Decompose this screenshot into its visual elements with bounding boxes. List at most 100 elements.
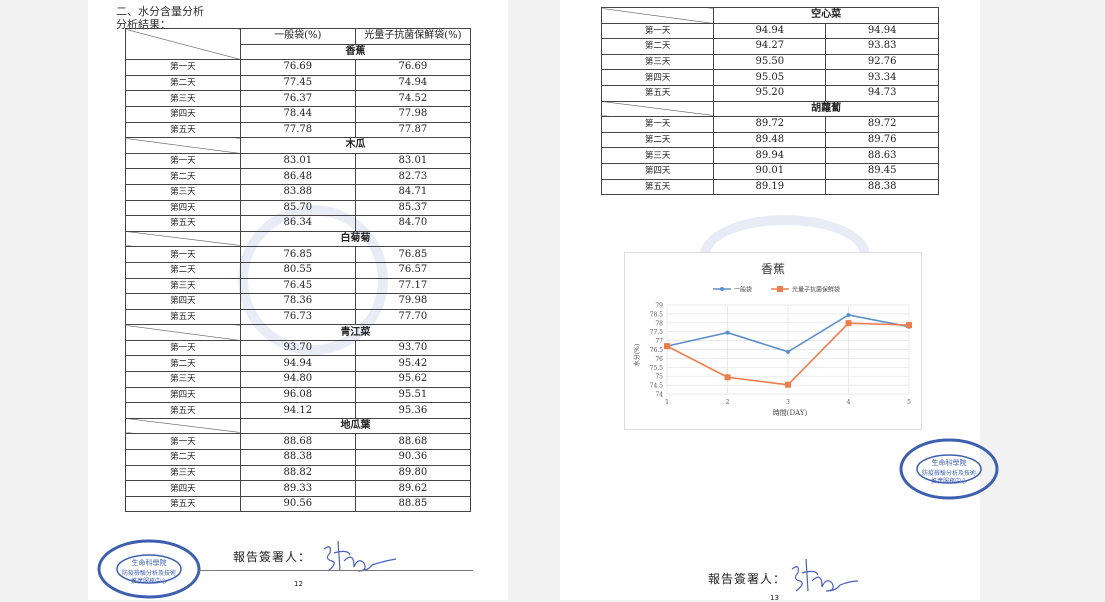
photon-bag-value: 93.83 [825, 38, 939, 55]
table-row: 第五天 86.34 84.70 [125, 215, 472, 232]
diagonal-header-cell [125, 417, 241, 435]
diagonal-header-cell [125, 27, 241, 61]
general-bag-value: 95.05 [713, 69, 827, 86]
section-header-row: 胡蘿蔔 [600, 100, 939, 118]
photon-bag-value: 95.51 [354, 386, 472, 404]
general-bag-value: 80.55 [239, 261, 356, 279]
general-bag-value: 83.01 [239, 152, 356, 170]
day-label: 第四天 [125, 105, 241, 123]
general-bag-value: 78.36 [239, 293, 356, 310]
x-axis-label: 時間(DAY) [773, 409, 808, 417]
diagonal-header-cell [125, 324, 241, 341]
photon-bag-value: 76.69 [354, 59, 472, 76]
photon-bag-value: 88.38 [825, 178, 939, 196]
table-row: 第四天 85.70 85.37 [125, 199, 472, 217]
photon-bag-value: 85.37 [354, 199, 472, 217]
section-title: 二、水分含量分析 [116, 5, 204, 18]
data-point [664, 343, 670, 350]
y-tick-label: 75.5 [650, 365, 664, 372]
general-bag-value: 89.33 [239, 480, 356, 497]
photon-bag-value: 93.34 [825, 69, 939, 86]
photon-bag-value: 76.57 [354, 261, 472, 279]
table-row: 第二天 86.48 82.73 [125, 168, 472, 185]
y-axis-label: 水分(%) [633, 344, 641, 366]
data-point [725, 330, 730, 335]
y-tick-label: 79 [655, 303, 663, 310]
table-row: 第五天 76.73 77.70 [125, 308, 472, 326]
day-label: 第五天 [600, 84, 715, 102]
table-row: 第二天 94.94 95.42 [125, 355, 472, 373]
x-tick-label: 4 [847, 399, 851, 406]
section-name: 香蕉 [239, 43, 472, 61]
section-name: 木瓜 [239, 137, 472, 154]
day-label: 第一天 [125, 433, 241, 451]
column-header-general: 一般袋(%) [239, 28, 356, 45]
photon-bag-value: 77.17 [354, 277, 472, 295]
photon-bag-value: 89.76 [825, 131, 939, 149]
general-bag-value: 77.45 [239, 74, 356, 92]
photon-bag-value: 89.72 [825, 116, 939, 133]
data-point [845, 320, 852, 327]
table-row: 第三天 76.37 74.52 [125, 90, 472, 107]
photon-bag-value: 94.94 [825, 22, 939, 40]
page-number: 13 [770, 594, 779, 602]
day-label: 第五天 [125, 121, 241, 139]
table-row: 第二天 80.55 76.57 [125, 261, 472, 279]
day-label: 第四天 [600, 162, 715, 180]
table-row: 第四天 78.44 77.98 [125, 105, 472, 123]
photon-bag-value: 93.70 [354, 339, 472, 357]
photon-bag-value: 77.70 [354, 308, 472, 326]
general-bag-value: 94.80 [239, 371, 356, 388]
signature [791, 558, 859, 592]
day-label: 第五天 [125, 495, 241, 513]
day-label: 第四天 [125, 293, 241, 310]
signer-label: 報告簽署人： [233, 550, 312, 564]
photon-bag-value: 74.94 [354, 74, 472, 92]
diagonal-header-cell [125, 137, 241, 154]
photon-bag-value: 95.36 [354, 402, 472, 419]
general-bag-value: 76.73 [239, 308, 356, 326]
photon-bag-value: 89.45 [825, 162, 939, 180]
table-row: 第五天 77.78 77.87 [125, 121, 472, 139]
chart-title: 香蕉 [761, 262, 785, 276]
table-row: 第五天 90.56 88.85 [125, 495, 472, 513]
svg-text:生命科學院: 生命科學院 [132, 558, 167, 567]
day-label: 第四天 [600, 69, 715, 86]
section-name: 空心菜 [713, 7, 939, 24]
day-label: 第二天 [125, 168, 241, 185]
legend-label: 一般袋 [734, 286, 752, 294]
photon-bag-value: 89.62 [354, 480, 472, 497]
section-header-row: 木瓜 [125, 137, 472, 154]
table-row: 第一天 76.85 76.85 [125, 246, 472, 263]
y-tick-label: 76 [655, 356, 663, 363]
general-bag-value: 94.27 [713, 38, 827, 55]
x-tick-label: 1 [665, 399, 669, 406]
svg-text:防疫檢驗分析及技術: 防疫檢驗分析及技術 [922, 469, 976, 477]
photon-bag-value: 77.87 [354, 121, 472, 139]
general-bag-value: 96.08 [239, 386, 356, 404]
diagonal-header-cell [600, 100, 715, 118]
day-label: 第二天 [125, 355, 241, 373]
x-tick-label: 5 [907, 399, 911, 406]
photon-bag-value: 92.76 [825, 53, 939, 71]
table-row: 第三天 83.88 84.71 [125, 183, 472, 201]
general-bag-value: 85.70 [239, 199, 356, 217]
general-bag-value: 89.94 [713, 147, 827, 164]
general-bag-value: 86.48 [239, 168, 356, 185]
general-bag-value: 89.48 [713, 131, 827, 149]
section-header-row: 空心菜 [600, 7, 939, 24]
section-name: 白菊菊 [239, 230, 472, 248]
day-label: 第四天 [125, 199, 241, 217]
table-row: 第三天 94.80 95.62 [125, 371, 472, 388]
general-bag-value: 95.20 [713, 84, 827, 102]
general-bag-value: 90.01 [713, 162, 827, 180]
column-header-photon: 光量子抗菌保鮮袋(%) [354, 28, 472, 45]
day-label: 第二天 [125, 261, 241, 279]
general-bag-value: 76.45 [239, 277, 356, 295]
day-label: 第三天 [125, 464, 241, 482]
signer-label: 報告簽署人： [708, 572, 787, 586]
signature-line [198, 570, 473, 571]
table-row: 第三天 89.94 88.63 [600, 147, 939, 164]
data-point [724, 374, 731, 381]
y-tick-label: 74.5 [650, 383, 664, 390]
